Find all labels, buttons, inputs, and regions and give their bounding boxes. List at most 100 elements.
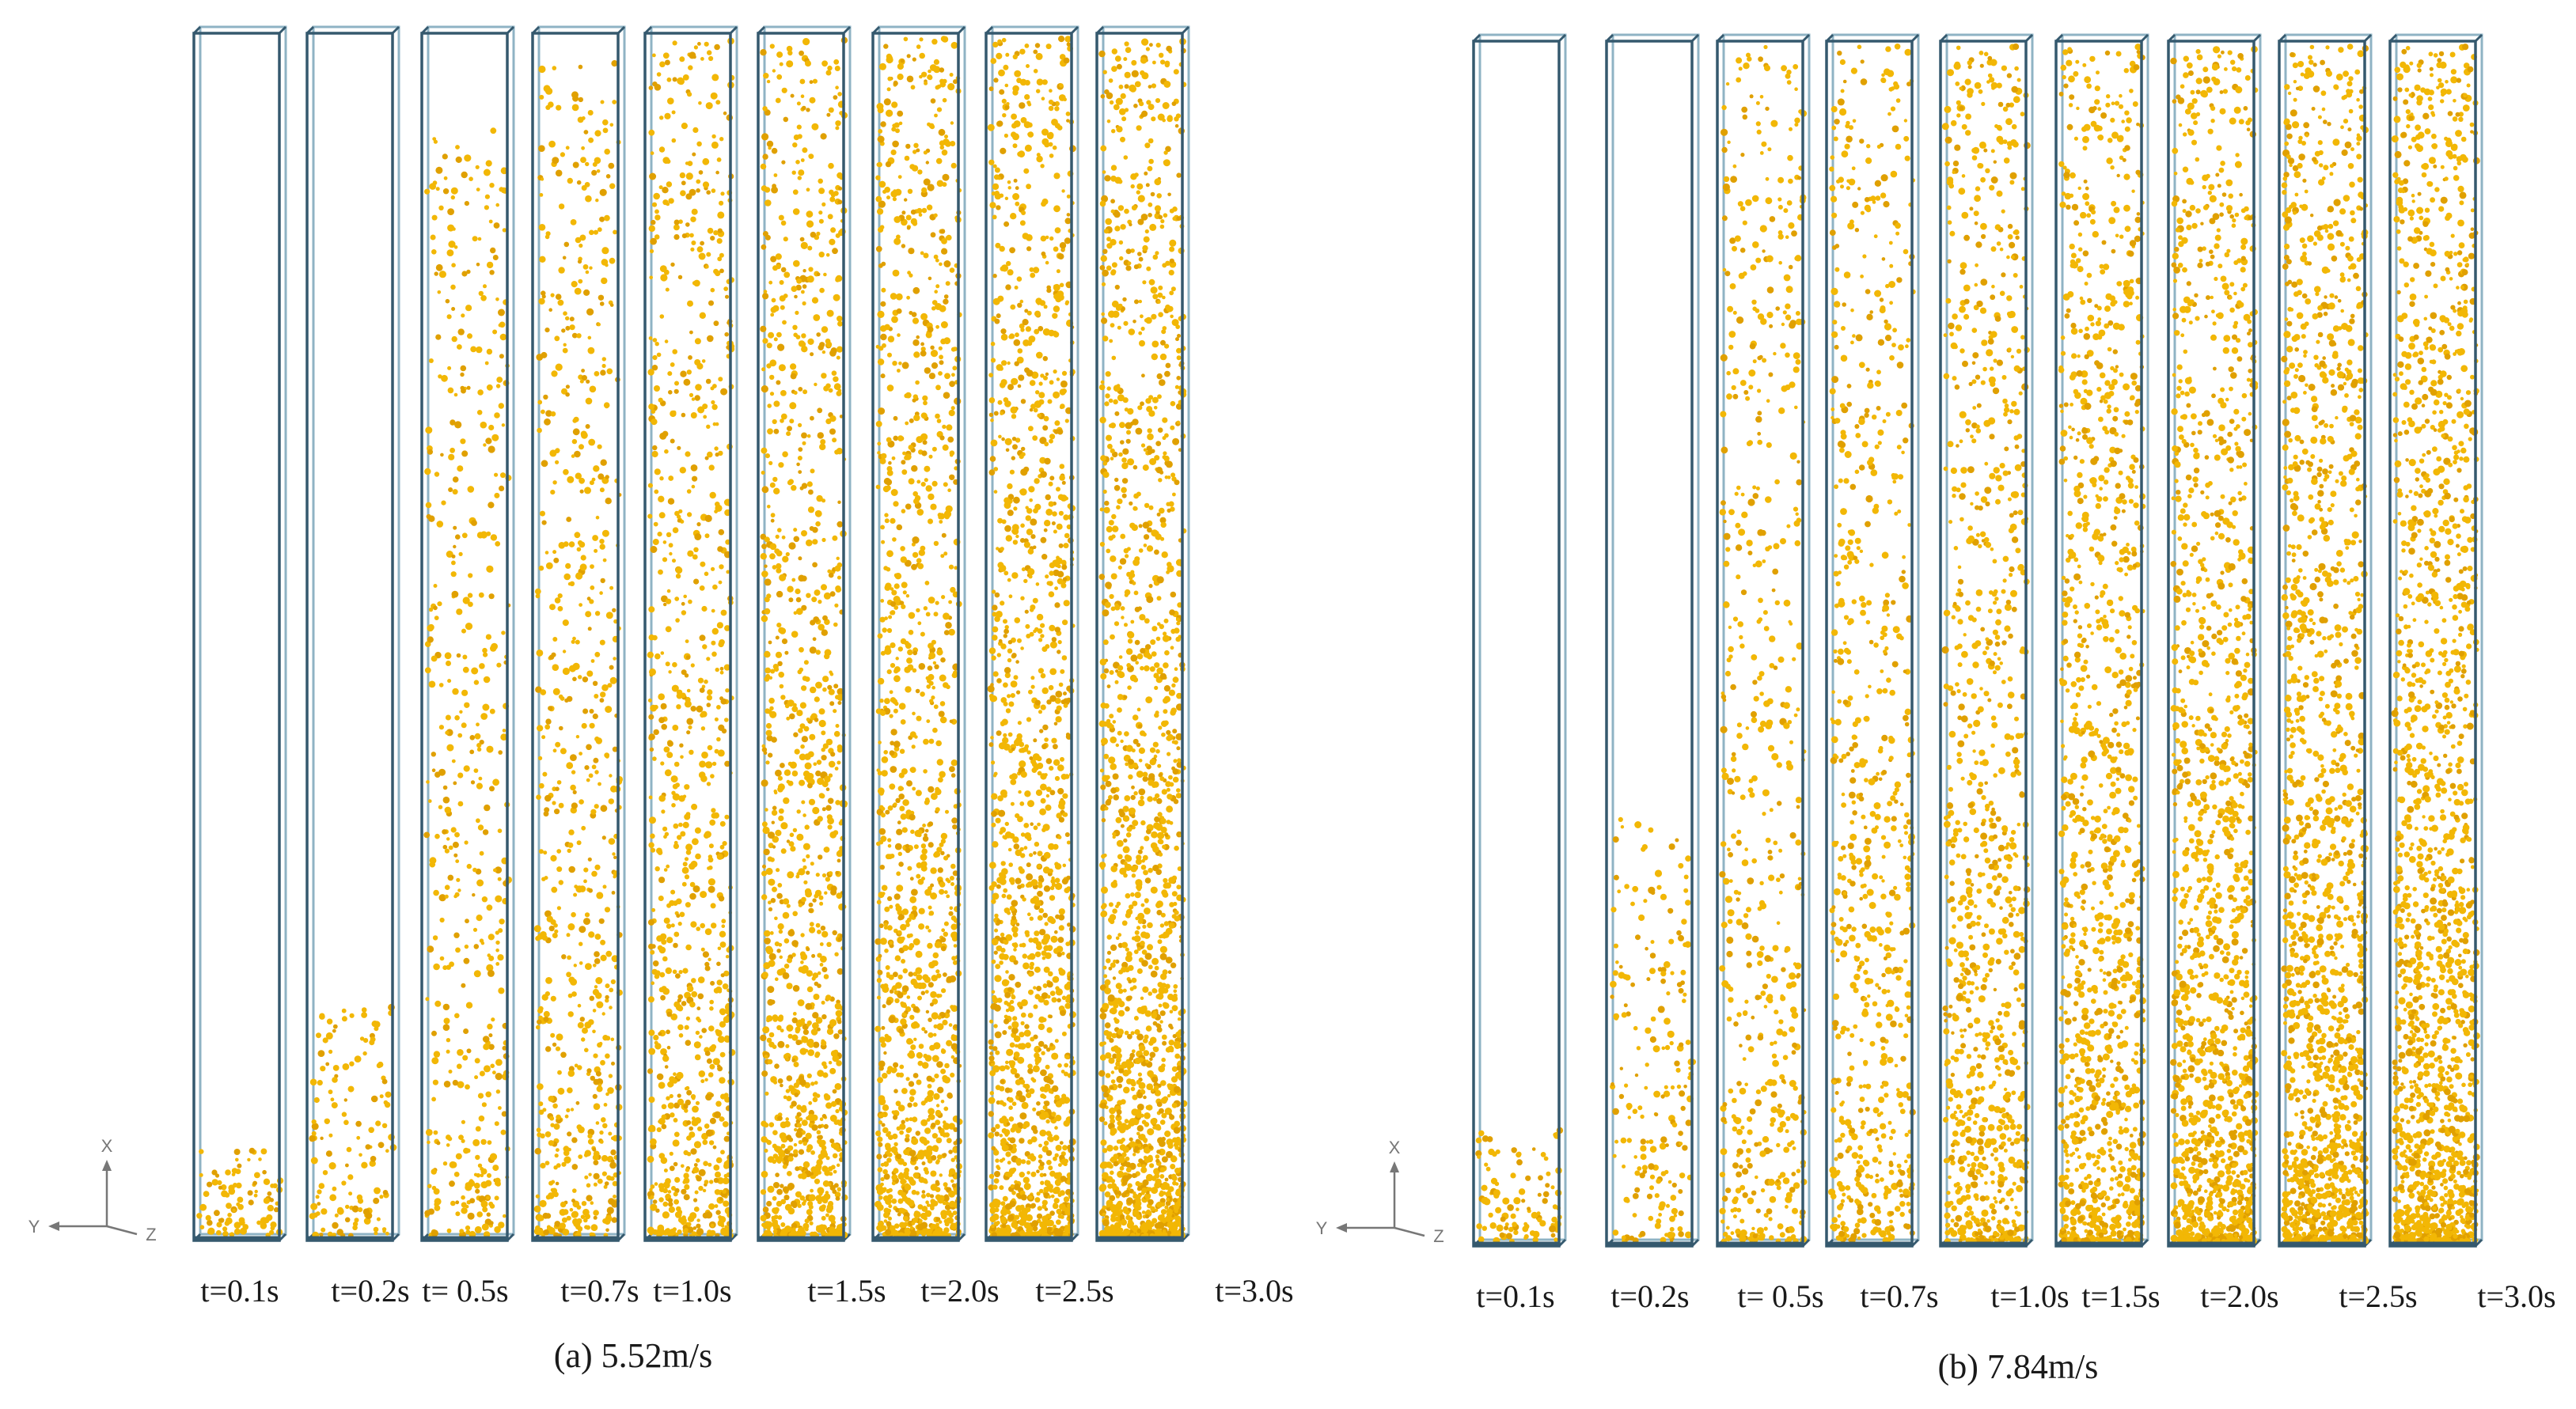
particle xyxy=(495,866,503,874)
particle xyxy=(599,301,605,306)
particle xyxy=(721,919,727,924)
particle xyxy=(605,1053,610,1059)
particle xyxy=(693,1198,698,1203)
particle xyxy=(708,1162,712,1167)
particle xyxy=(791,485,797,491)
particle xyxy=(711,403,718,411)
particle xyxy=(543,1016,549,1022)
particle xyxy=(581,375,588,381)
particle xyxy=(930,990,937,998)
particle xyxy=(580,430,587,437)
particle xyxy=(875,420,882,427)
particle xyxy=(933,254,939,259)
particle xyxy=(829,1067,837,1074)
particle xyxy=(611,60,618,67)
particle xyxy=(590,659,595,663)
particle xyxy=(782,1186,790,1193)
particle xyxy=(443,1017,450,1025)
particle xyxy=(1024,790,1031,797)
particle xyxy=(915,967,923,975)
particle xyxy=(480,531,488,539)
particle xyxy=(999,1134,1003,1138)
particle xyxy=(567,1087,573,1093)
particle xyxy=(802,1231,806,1236)
particle xyxy=(427,449,434,455)
particle xyxy=(947,83,955,91)
particle xyxy=(682,821,689,828)
particle xyxy=(886,999,892,1006)
particle xyxy=(692,1105,699,1113)
particle xyxy=(720,1093,727,1100)
particle xyxy=(605,998,609,1003)
particle xyxy=(763,848,770,856)
particle xyxy=(684,857,689,862)
particle xyxy=(768,1041,775,1048)
particle xyxy=(571,438,578,445)
particle xyxy=(669,551,673,556)
particle xyxy=(698,1185,704,1191)
particle xyxy=(798,556,802,561)
particle xyxy=(911,744,916,749)
particle xyxy=(567,475,575,483)
particle xyxy=(694,1117,701,1124)
particle xyxy=(495,940,500,945)
particle xyxy=(939,674,947,682)
particle xyxy=(798,574,805,582)
particle xyxy=(949,766,955,772)
particle xyxy=(490,645,497,652)
particle xyxy=(452,476,459,483)
particle xyxy=(807,782,813,789)
particle xyxy=(690,706,696,712)
particle xyxy=(833,294,840,301)
particle xyxy=(879,865,886,870)
particle xyxy=(702,951,710,958)
particle xyxy=(762,293,769,300)
particle xyxy=(582,676,589,683)
particle xyxy=(611,1200,619,1208)
particle xyxy=(472,927,478,932)
particle xyxy=(668,198,674,204)
particle xyxy=(712,422,717,426)
particle xyxy=(594,651,601,657)
particle xyxy=(879,790,884,795)
particle xyxy=(480,1167,484,1171)
particle xyxy=(773,487,780,494)
particle xyxy=(684,813,691,820)
particle xyxy=(911,1137,919,1146)
particle xyxy=(427,623,434,631)
particle xyxy=(886,384,894,392)
particle xyxy=(593,229,599,235)
particle xyxy=(833,684,839,689)
particle xyxy=(236,1202,241,1206)
particle xyxy=(489,708,495,714)
particle xyxy=(802,389,808,395)
particle xyxy=(586,1183,591,1188)
particle xyxy=(769,44,775,49)
particle xyxy=(461,388,466,394)
particle xyxy=(577,259,582,264)
particle xyxy=(764,808,768,812)
particle xyxy=(897,851,903,857)
particle xyxy=(880,835,887,843)
particle xyxy=(708,885,715,893)
particle xyxy=(927,1084,932,1089)
particle xyxy=(888,1216,892,1221)
particle xyxy=(348,1191,353,1196)
particle xyxy=(770,312,775,317)
particle xyxy=(485,634,492,640)
particle xyxy=(238,1217,245,1224)
particle xyxy=(916,335,920,339)
particle xyxy=(881,1025,886,1030)
particle xyxy=(897,74,904,81)
particle xyxy=(663,917,670,924)
particle xyxy=(821,537,826,543)
particle xyxy=(663,835,667,839)
particle xyxy=(900,556,908,563)
particle xyxy=(694,338,701,345)
particle xyxy=(451,307,456,311)
particle xyxy=(584,912,590,918)
particle xyxy=(878,129,883,134)
particle xyxy=(922,440,928,445)
particle xyxy=(578,675,582,680)
particle xyxy=(877,135,885,143)
